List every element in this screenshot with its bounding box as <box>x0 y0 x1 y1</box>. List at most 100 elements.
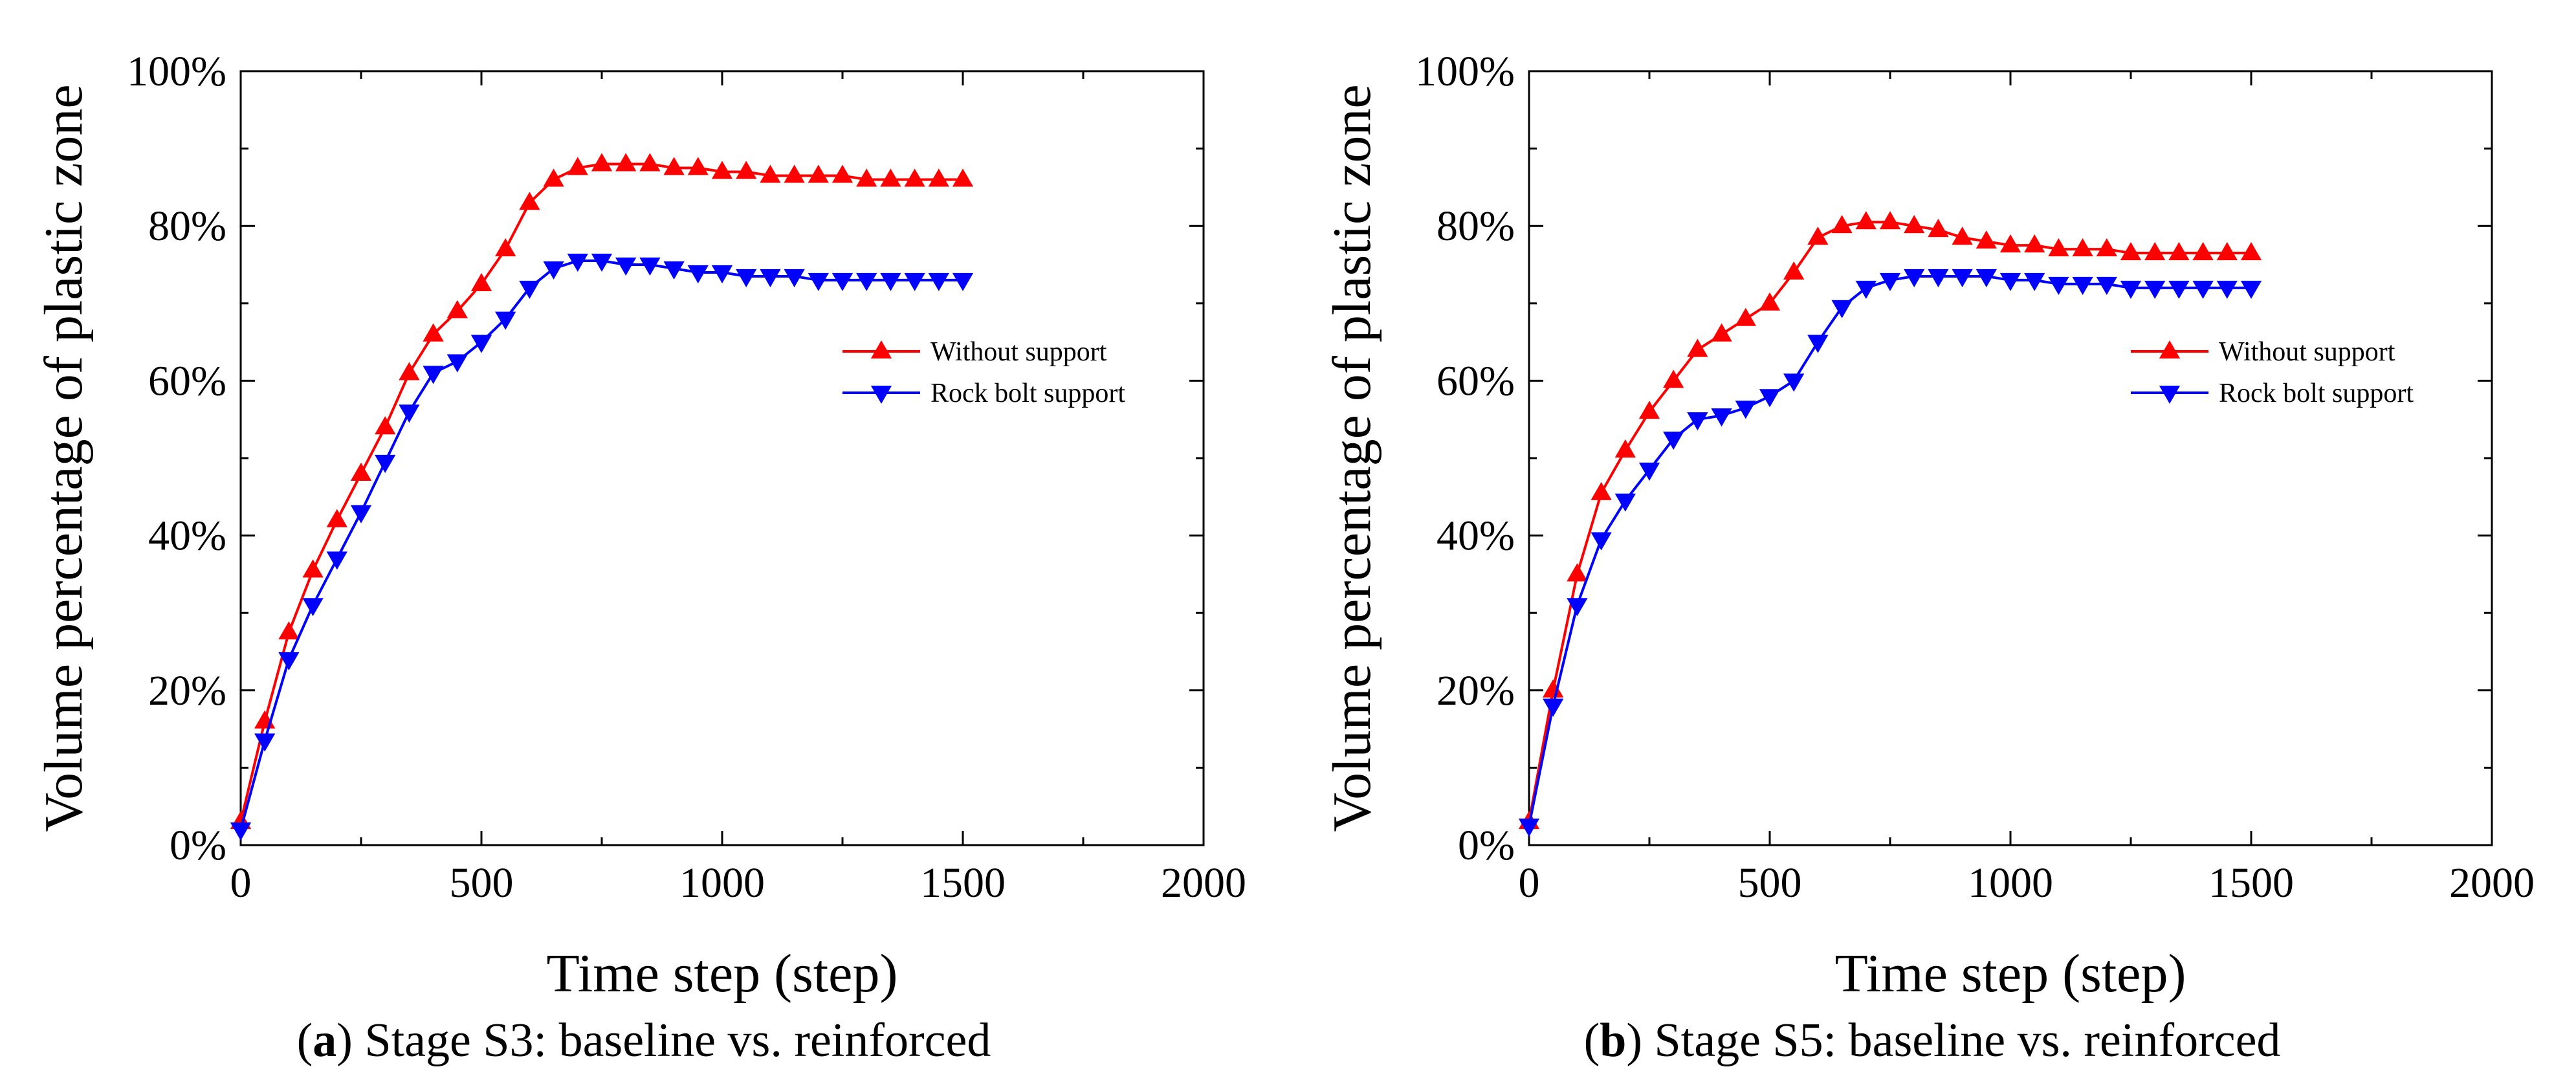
data-point-rock-bolt-support <box>591 253 613 272</box>
data-point-without-support <box>1855 211 1877 230</box>
chart-svg-a: 0 500 1000 1500 2000 0% 20% 40% 60% 80% 100% Time s… <box>34 48 1246 1004</box>
data-point-rock-bolt-support <box>1687 412 1708 431</box>
data-point-without-support <box>567 157 588 175</box>
data-point-rock-bolt-support <box>254 733 276 752</box>
x-tick-label: 500 <box>1738 859 1802 907</box>
data-point-without-support <box>591 153 613 171</box>
data-point-rock-bolt-support <box>1783 373 1805 392</box>
data-point-without-support <box>2024 234 2045 253</box>
data-point-rock-bolt-support <box>1567 598 1588 617</box>
data-point-rock-bolt-support <box>1518 819 1540 837</box>
data-point-rock-bolt-support <box>952 272 974 291</box>
data-point-without-support <box>446 300 468 318</box>
data-point-without-support <box>831 164 853 183</box>
data-point-without-support <box>2048 238 2069 257</box>
data-point-without-support <box>375 416 396 435</box>
x-axis-title: Time step (step) <box>547 943 898 1004</box>
data-point-rock-bolt-support <box>302 598 324 617</box>
data-point-rock-bolt-support <box>1735 401 1756 419</box>
data-point-without-support <box>1711 323 1732 342</box>
x-tick-label: 1000 <box>679 859 765 907</box>
x-tick-label: 1500 <box>920 859 1006 907</box>
data-point-rock-bolt-support <box>230 822 252 841</box>
x-tick-label: 1000 <box>1968 859 2053 907</box>
y-tick-label: 100% <box>1415 48 1515 95</box>
data-point-rock-bolt-support <box>1879 272 1901 291</box>
data-point-without-support <box>495 238 516 257</box>
data-point-without-support <box>1952 226 1973 245</box>
data-point-without-support <box>880 168 901 187</box>
plot-frame <box>1528 70 2493 846</box>
legend-marker-rock-bolt-support <box>870 385 892 404</box>
data-point-rock-bolt-support <box>2216 280 2238 299</box>
data-point-rock-bolt-support <box>928 272 949 291</box>
data-point-without-support <box>1999 234 2021 253</box>
data-point-without-support <box>1831 215 1853 234</box>
y-tick-label: 60% <box>1437 357 1515 404</box>
data-point-rock-bolt-support <box>495 311 516 330</box>
data-point-without-support <box>399 362 420 380</box>
legend-label-rock-bolt-support: Rock bolt support <box>930 379 1125 408</box>
data-point-rock-bolt-support <box>639 257 661 276</box>
data-point-without-support <box>1879 211 1901 230</box>
data-point-without-support <box>1976 230 1997 249</box>
data-point-without-support <box>928 168 949 187</box>
data-point-rock-bolt-support <box>1928 269 1949 287</box>
data-point-rock-bolt-support <box>375 454 396 473</box>
data-point-rock-bolt-support <box>2120 280 2142 299</box>
y-tick-label: 40% <box>1437 512 1515 560</box>
data-point-rock-bolt-support <box>2144 280 2166 299</box>
data-point-without-support <box>543 168 564 187</box>
y-axis-title: Volume percentage of plastic zone <box>1322 84 1382 832</box>
legend-label-without-support: Without support <box>930 337 1107 367</box>
y-tick-label: 80% <box>148 203 226 250</box>
data-point-rock-bolt-support <box>446 354 468 373</box>
data-point-rock-bolt-support <box>2024 272 2045 291</box>
data-point-rock-bolt-support <box>831 272 853 291</box>
data-point-without-support <box>519 192 540 210</box>
data-point-without-support <box>639 153 661 171</box>
y-tick-label: 100% <box>127 48 226 95</box>
caption-b: (b) Stage S5: baseline vs. reinforced <box>1583 1014 2281 1067</box>
data-point-without-support <box>350 462 372 481</box>
data-point-without-support <box>278 621 300 640</box>
data-point-without-support <box>1663 369 1684 388</box>
data-point-without-support <box>1928 219 1949 237</box>
data-point-without-support <box>711 160 733 179</box>
data-point-without-support <box>1735 307 1756 326</box>
caption-a: (a) Stage S3: baseline vs. reinforced <box>296 1014 991 1067</box>
legend-marker-rock-bolt-support <box>2159 385 2181 404</box>
data-point-without-support <box>856 168 877 187</box>
caption-letter-b: b <box>1600 1014 1627 1067</box>
series-line-rock-bolt-support <box>1528 274 2251 826</box>
data-point-without-support <box>1687 338 1708 357</box>
data-point-rock-bolt-support <box>326 551 347 570</box>
data-point-rock-bolt-support <box>784 269 805 287</box>
data-point-rock-bolt-support <box>2096 276 2117 295</box>
caption-letter-a: a <box>313 1014 337 1067</box>
data-point-without-support <box>1591 481 1612 500</box>
data-point-without-support <box>736 160 757 179</box>
data-point-rock-bolt-support <box>1807 335 1829 353</box>
data-point-rock-bolt-support <box>2072 276 2093 295</box>
data-point-rock-bolt-support <box>2168 280 2190 299</box>
data-point-without-support <box>784 164 805 183</box>
y-tick-label: 20% <box>148 667 226 714</box>
data-point-rock-bolt-support <box>663 261 685 280</box>
data-point-rock-bolt-support <box>1855 280 1877 299</box>
x-tick-label: 0 <box>1519 859 1540 907</box>
y-tick-label: 40% <box>148 512 226 560</box>
y-tick-label: 0% <box>1458 822 1515 869</box>
data-point-rock-bolt-support <box>1711 408 1732 427</box>
x-tick-label: 500 <box>450 859 514 907</box>
data-point-rock-bolt-support <box>2192 280 2214 299</box>
x-tick-label: 2000 <box>2449 859 2535 907</box>
data-point-rock-bolt-support <box>399 404 420 423</box>
data-point-without-support <box>1807 226 1829 245</box>
y-tick-label: 60% <box>148 357 226 404</box>
chart-panel-b: 0 500 1000 1500 2000 0% 20% 40% 60% 80% 100% Time s… <box>1288 0 2576 1091</box>
data-point-rock-bolt-support <box>1543 698 1564 717</box>
x-axis-title: Time step (step) <box>1835 943 2186 1004</box>
caption-text-a: Stage S3: baseline vs. reinforced <box>364 1014 991 1067</box>
y-axis-title: Volume percentage of plastic zone <box>34 84 94 832</box>
